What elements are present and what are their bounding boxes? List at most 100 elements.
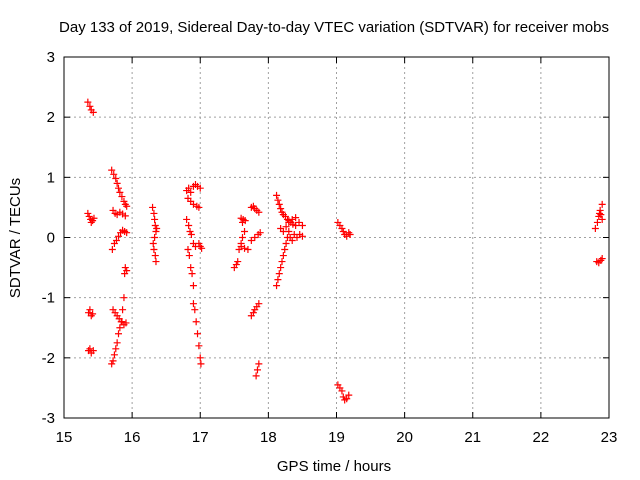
- data-points: [84, 98, 606, 404]
- data-point: [184, 246, 192, 254]
- data-point: [113, 179, 121, 187]
- chart-title: Day 133 of 2019, Sidereal Day-to-day VTE…: [59, 19, 609, 36]
- data-point: [120, 294, 128, 302]
- data-point: [275, 270, 283, 278]
- data-point: [241, 217, 249, 225]
- data-point: [108, 360, 116, 368]
- data-point: [275, 200, 283, 208]
- data-point: [113, 339, 121, 347]
- data-point: [255, 208, 263, 216]
- data-point: [281, 246, 289, 254]
- data-point: [108, 166, 116, 174]
- x-tick-label: 22: [533, 429, 550, 446]
- data-point: [198, 244, 206, 252]
- data-point: [234, 258, 242, 266]
- data-point: [153, 224, 161, 232]
- data-point: [282, 240, 290, 248]
- data-point: [89, 108, 97, 116]
- y-tick-label: 0: [47, 230, 55, 247]
- y-tick-label: -1: [42, 290, 55, 307]
- data-point: [595, 209, 603, 217]
- data-point: [244, 246, 252, 254]
- data-point: [338, 224, 346, 232]
- data-point: [86, 306, 94, 314]
- data-point: [292, 214, 300, 222]
- data-point: [598, 215, 606, 223]
- data-point: [238, 234, 246, 241]
- data-point: [196, 354, 204, 362]
- data-point: [196, 184, 204, 192]
- data-point: [189, 300, 197, 308]
- data-point: [183, 215, 191, 223]
- data-point: [255, 300, 263, 308]
- x-tick-label: 18: [260, 429, 277, 446]
- grid-lines: [64, 57, 609, 418]
- data-point: [151, 215, 159, 223]
- data-point: [149, 240, 157, 248]
- data-point: [186, 227, 194, 235]
- data-point: [598, 255, 606, 263]
- data-point: [112, 345, 120, 353]
- data-point: [597, 211, 605, 219]
- data-point: [189, 282, 197, 290]
- data-point: [119, 306, 127, 314]
- data-point: [277, 264, 285, 272]
- data-point: [251, 234, 259, 241]
- data-point: [298, 232, 306, 240]
- x-tick-label: 15: [56, 429, 73, 446]
- data-point: [85, 212, 93, 220]
- data-point: [185, 184, 193, 192]
- data-point: [84, 209, 92, 217]
- data-point: [151, 221, 159, 229]
- y-tick-label: -2: [42, 350, 55, 367]
- x-axis-label: GPS time / hours: [277, 458, 391, 475]
- data-point: [247, 237, 255, 245]
- data-point: [596, 206, 604, 214]
- data-point: [121, 270, 129, 278]
- x-tick-label: 21: [464, 429, 481, 446]
- y-axis-label: SDTVAR / TECUs: [7, 178, 24, 298]
- data-point: [152, 227, 160, 235]
- data-point: [112, 237, 120, 245]
- y-tick-label: -3: [42, 410, 55, 427]
- data-point: [292, 221, 300, 229]
- data-point: [185, 252, 193, 260]
- data-point: [116, 324, 124, 332]
- data-point: [109, 357, 117, 365]
- data-point: [118, 193, 126, 201]
- data-point: [187, 188, 195, 196]
- data-point: [195, 240, 203, 248]
- data-point: [274, 196, 282, 204]
- data-point: [187, 230, 195, 238]
- data-point: [84, 98, 92, 106]
- data-point: [273, 191, 281, 199]
- data-point: [115, 330, 122, 338]
- data-point: [345, 391, 353, 399]
- data-point: [110, 351, 118, 359]
- data-point: [188, 270, 196, 278]
- data-point: [591, 224, 599, 232]
- data-point: [346, 230, 354, 238]
- data-point: [115, 232, 122, 240]
- data-point: [343, 395, 351, 403]
- data-point: [110, 170, 118, 178]
- data-point: [195, 342, 203, 350]
- data-point: [277, 205, 285, 213]
- data-point: [285, 218, 293, 226]
- data-point: [278, 258, 286, 266]
- data-point: [232, 261, 240, 269]
- data-point: [151, 234, 159, 241]
- x-tick-label: 16: [124, 429, 141, 446]
- data-point: [298, 221, 306, 229]
- y-tick-label: 2: [47, 109, 55, 126]
- data-point: [112, 175, 120, 183]
- data-point: [121, 264, 129, 272]
- data-point: [152, 258, 160, 266]
- data-point: [593, 218, 601, 226]
- y-tick-label: 3: [47, 49, 55, 66]
- data-point: [150, 246, 158, 254]
- data-point: [295, 218, 303, 226]
- data-point: [338, 387, 346, 395]
- data-point: [116, 188, 124, 196]
